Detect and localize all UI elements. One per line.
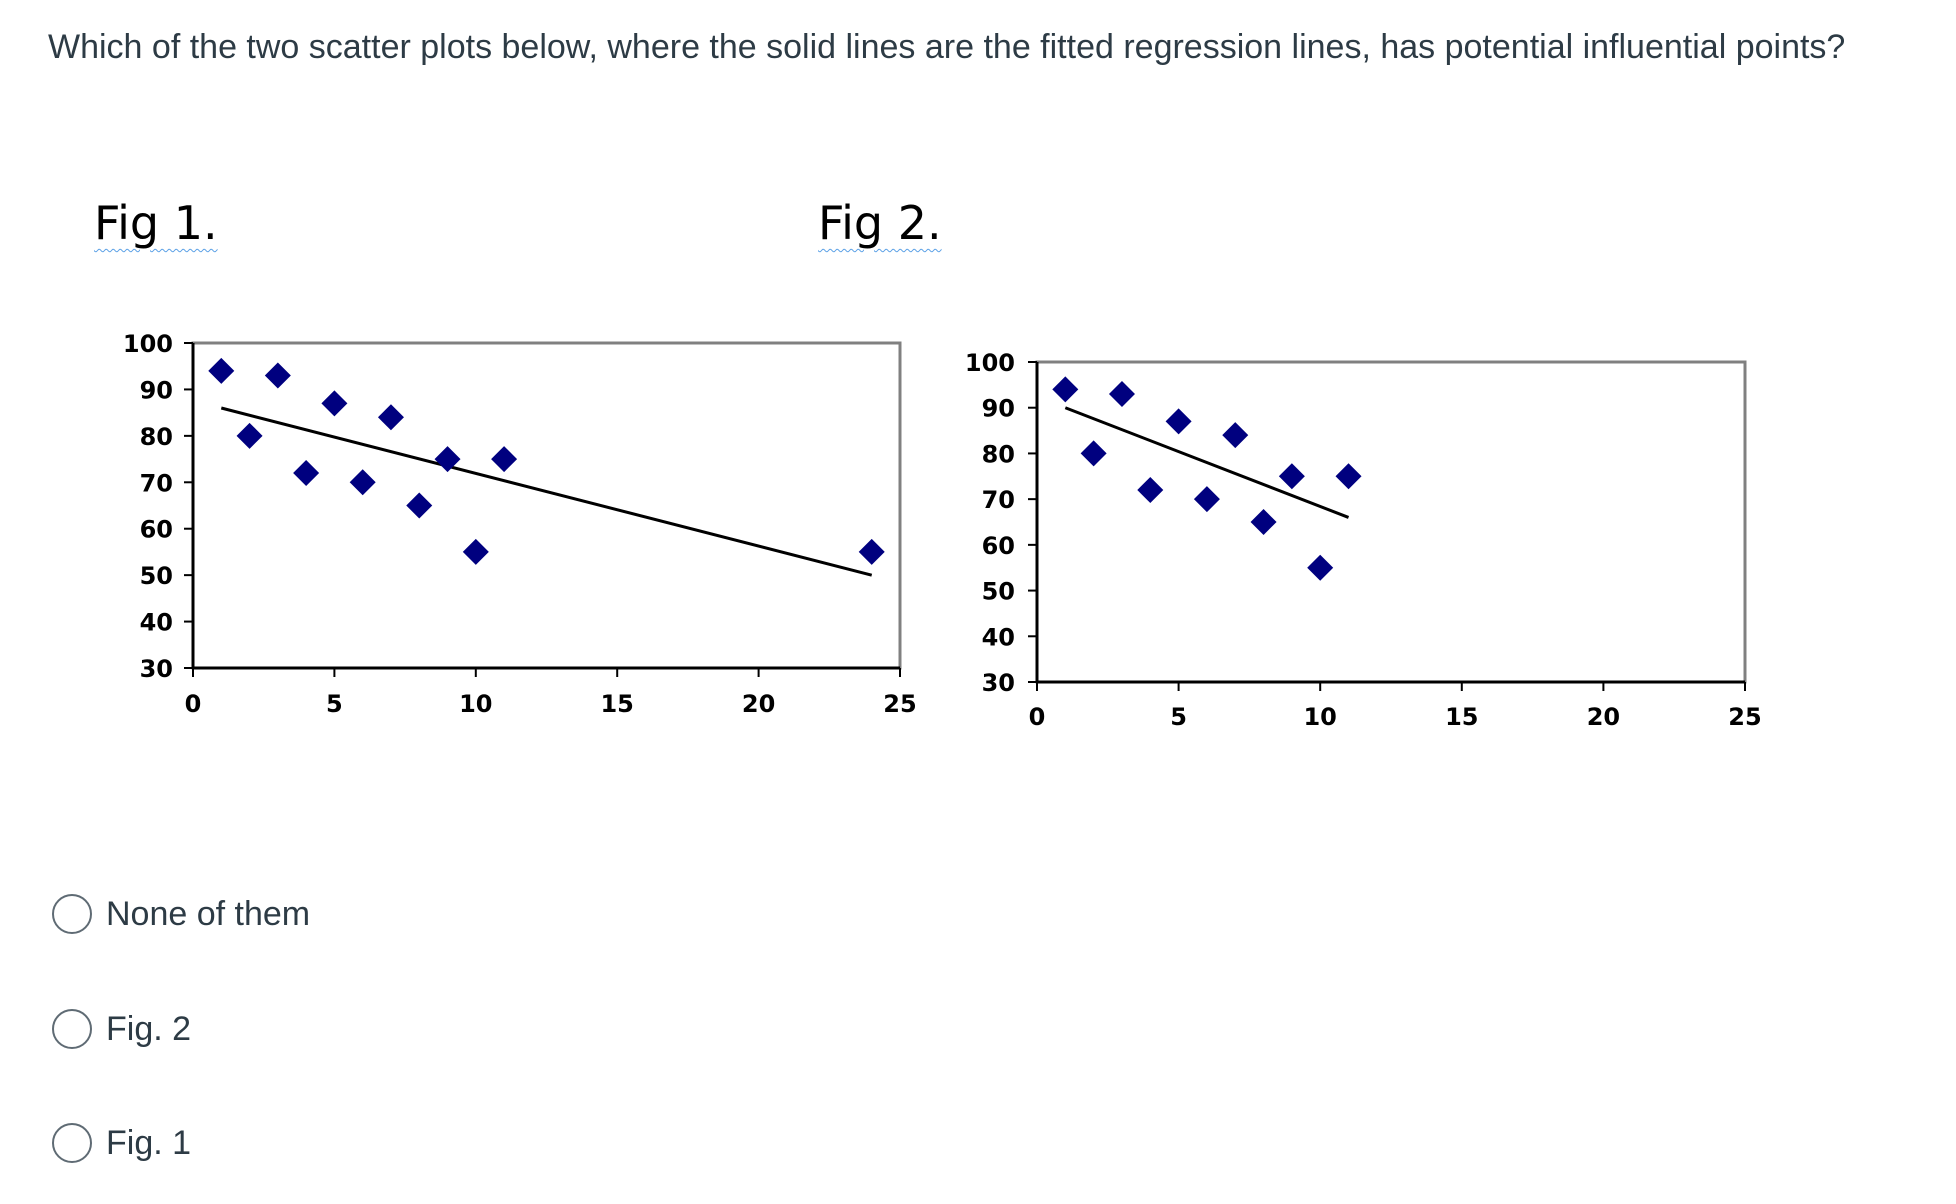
fig1-data-point bbox=[293, 460, 320, 486]
radio-button[interactable] bbox=[52, 894, 92, 934]
fig1-data-point bbox=[491, 446, 518, 473]
option-label: None of them bbox=[106, 894, 311, 933]
option-label: Fig. 1 bbox=[106, 1123, 192, 1162]
option-none-of-them[interactable]: None of them bbox=[52, 890, 310, 938]
fig1-data-point bbox=[434, 446, 461, 473]
fig2-x-tick-label: 15 bbox=[1445, 703, 1478, 731]
fig1-title: Fig 1. bbox=[94, 196, 218, 250]
fig2-x-tick-label: 5 bbox=[1170, 703, 1187, 731]
fig1-regression-line bbox=[220, 406, 873, 577]
fig1-x-tick-label: 10 bbox=[459, 690, 492, 718]
fig2-title: Fig 2. bbox=[818, 196, 942, 250]
fig2-data-point bbox=[1335, 463, 1362, 490]
fig1-y-tick-label: 50 bbox=[140, 562, 173, 590]
fig2-data-point bbox=[1193, 486, 1220, 513]
fig2-data-point bbox=[1250, 509, 1277, 535]
fig1-data-point bbox=[406, 492, 433, 519]
fig1-y-tick-label: 90 bbox=[140, 376, 173, 404]
fig2-y-tick-label: 70 bbox=[982, 486, 1015, 514]
fig2-data-point bbox=[1052, 376, 1079, 403]
fig1-y-tick-label: 60 bbox=[140, 516, 173, 544]
fig2-x-tick-label: 20 bbox=[1587, 703, 1620, 731]
fig1-data-point bbox=[264, 362, 291, 389]
fig2-data-point bbox=[1222, 422, 1249, 449]
fig1-x-tick-label: 15 bbox=[600, 690, 633, 718]
fig2-y-tick-label: 30 bbox=[982, 669, 1015, 697]
fig1-data-point bbox=[236, 422, 263, 449]
fig2-data-point bbox=[1307, 554, 1334, 581]
radio-button[interactable] bbox=[52, 1009, 92, 1049]
option-fig-2[interactable]: Fig. 2 bbox=[52, 1005, 191, 1053]
fig1-y-tick-label: 100 bbox=[123, 330, 173, 358]
fig1-y-tick-label: 70 bbox=[140, 469, 173, 497]
fig2-x-tick-label: 0 bbox=[1029, 703, 1046, 731]
fig2-y-tick-label: 100 bbox=[965, 349, 1015, 377]
fig2-y-tick-label: 50 bbox=[982, 578, 1015, 606]
fig2-y-tick-label: 80 bbox=[982, 440, 1015, 468]
fig2-regression-line bbox=[1064, 406, 1350, 519]
fig2-data-point bbox=[1278, 463, 1305, 490]
fig1-data-point bbox=[349, 469, 376, 496]
fig1-y-tick-label: 30 bbox=[140, 655, 173, 683]
fig2-plot-area bbox=[1035, 360, 1747, 684]
fig1-y-tick-label: 80 bbox=[140, 423, 173, 451]
fig2-data-point bbox=[1108, 381, 1135, 407]
fig1-x-tick-label: 25 bbox=[883, 690, 916, 718]
fig1-data-point bbox=[377, 404, 404, 431]
fig1-plot-area bbox=[191, 341, 902, 670]
fig1-x-tick-label: 0 bbox=[185, 690, 202, 718]
option-label: Fig. 2 bbox=[106, 1009, 192, 1048]
fig1-x-tick-label: 20 bbox=[742, 690, 775, 718]
fig2-y-tick-label: 60 bbox=[982, 532, 1015, 560]
radio-button[interactable] bbox=[52, 1123, 92, 1163]
fig2-y-tick-label: 40 bbox=[982, 623, 1015, 651]
fig2-x-tick-label: 25 bbox=[1728, 703, 1761, 731]
question-text: Which of the two scatter plots below, wh… bbox=[48, 28, 1846, 66]
fig1-x-tick-label: 5 bbox=[326, 690, 343, 718]
fig2-data-point bbox=[1080, 440, 1107, 467]
fig2-data-point bbox=[1137, 477, 1164, 503]
fig1-data-point bbox=[858, 538, 885, 565]
fig2-y-tick-label: 90 bbox=[982, 395, 1015, 423]
fig1-data-point bbox=[208, 357, 235, 384]
option-fig-1[interactable]: Fig. 1 bbox=[52, 1119, 191, 1167]
fig1-data-point bbox=[462, 538, 489, 565]
fig2-x-tick-label: 10 bbox=[1303, 703, 1336, 731]
fig1-y-tick-label: 40 bbox=[140, 609, 173, 637]
fig2-data-point bbox=[1165, 408, 1192, 435]
fig1-data-point bbox=[321, 390, 348, 417]
